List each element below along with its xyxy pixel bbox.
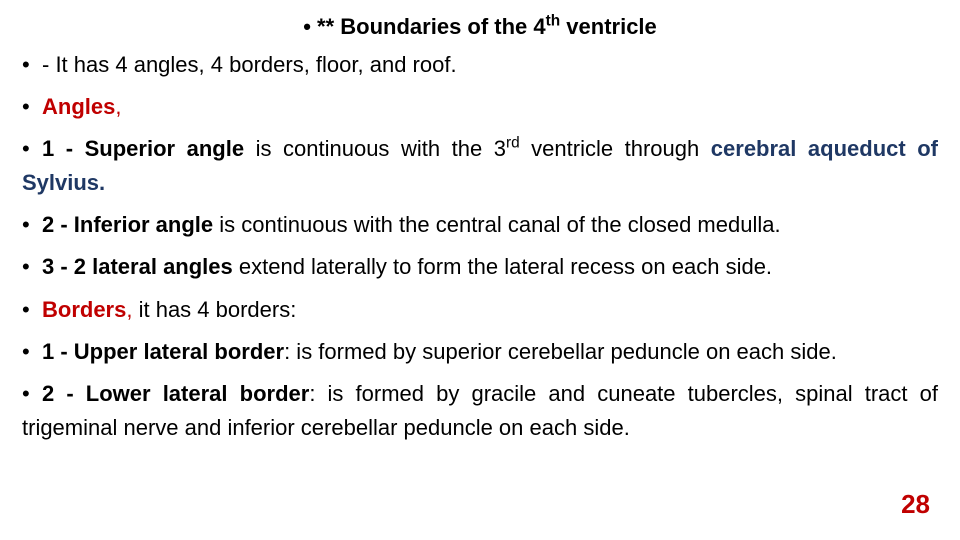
line-lower-lateral-border: •2 - Lower lateral border: is formed by … <box>22 377 938 445</box>
line-lateral-angles: •3 - 2 lateral angles extend laterally t… <box>22 250 938 284</box>
slide-container: • ** Boundaries of the 4th ventricle •- … <box>0 0 960 540</box>
title-suffix: ventricle <box>560 14 657 39</box>
bullet-icon: • <box>303 14 311 39</box>
slide-title: • ** Boundaries of the 4th ventricle <box>22 14 938 40</box>
title-sup: th <box>546 13 561 30</box>
line-intro: •- It has 4 angles, 4 borders, floor, an… <box>22 48 938 82</box>
bullet-icon: • <box>22 90 42 124</box>
bullet-icon: • <box>22 293 42 327</box>
line-intro-text: - It has 4 angles, 4 borders, floor, and… <box>42 52 457 77</box>
bullet-icon: • <box>22 250 42 284</box>
text-plain: is continuous with the 3 <box>244 136 506 161</box>
text-plain: it has 4 borders: <box>132 297 296 322</box>
term-inferior-angle: 2 - Inferior angle <box>42 212 213 237</box>
line-inferior-angle: •2 - Inferior angle is continuous with t… <box>22 208 938 242</box>
heading-angles-text: Angles <box>42 94 115 119</box>
title-stars: ** <box>317 14 334 39</box>
term-lateral-angles: 3 - 2 lateral angles <box>42 254 233 279</box>
line-superior-angle: •1 - Superior angle is continuous with t… <box>22 132 938 200</box>
heading-angles: •Angles, <box>22 90 938 124</box>
heading-borders-text: Borders <box>42 297 126 322</box>
ordinal-sup: rd <box>506 135 520 152</box>
bullet-icon: • <box>22 48 42 82</box>
text-plain: : is formed by superior cerebellar pedun… <box>284 339 837 364</box>
text-plain: is continuous with the central canal of … <box>213 212 780 237</box>
heading-angles-comma: , <box>115 94 121 119</box>
bullet-icon: • <box>22 377 42 411</box>
text-plain: extend laterally to form the lateral rec… <box>233 254 772 279</box>
line-upper-lateral-border: •1 - Upper lateral border: is formed by … <box>22 335 938 369</box>
bullet-icon: • <box>22 132 42 166</box>
bullet-icon: • <box>22 335 42 369</box>
term-superior-angle: 1 - Superior angle <box>42 136 244 161</box>
bullet-icon: • <box>22 208 42 242</box>
page-number: 28 <box>901 489 930 520</box>
title-prefix: Boundaries of the 4 <box>340 14 545 39</box>
heading-borders: •Borders, it has 4 borders: <box>22 293 938 327</box>
term-upper-lateral-border: 1 - Upper lateral border <box>42 339 284 364</box>
term-lower-lateral-border: 2 - Lower lateral border <box>42 381 309 406</box>
text-plain: ventricle through <box>520 136 711 161</box>
